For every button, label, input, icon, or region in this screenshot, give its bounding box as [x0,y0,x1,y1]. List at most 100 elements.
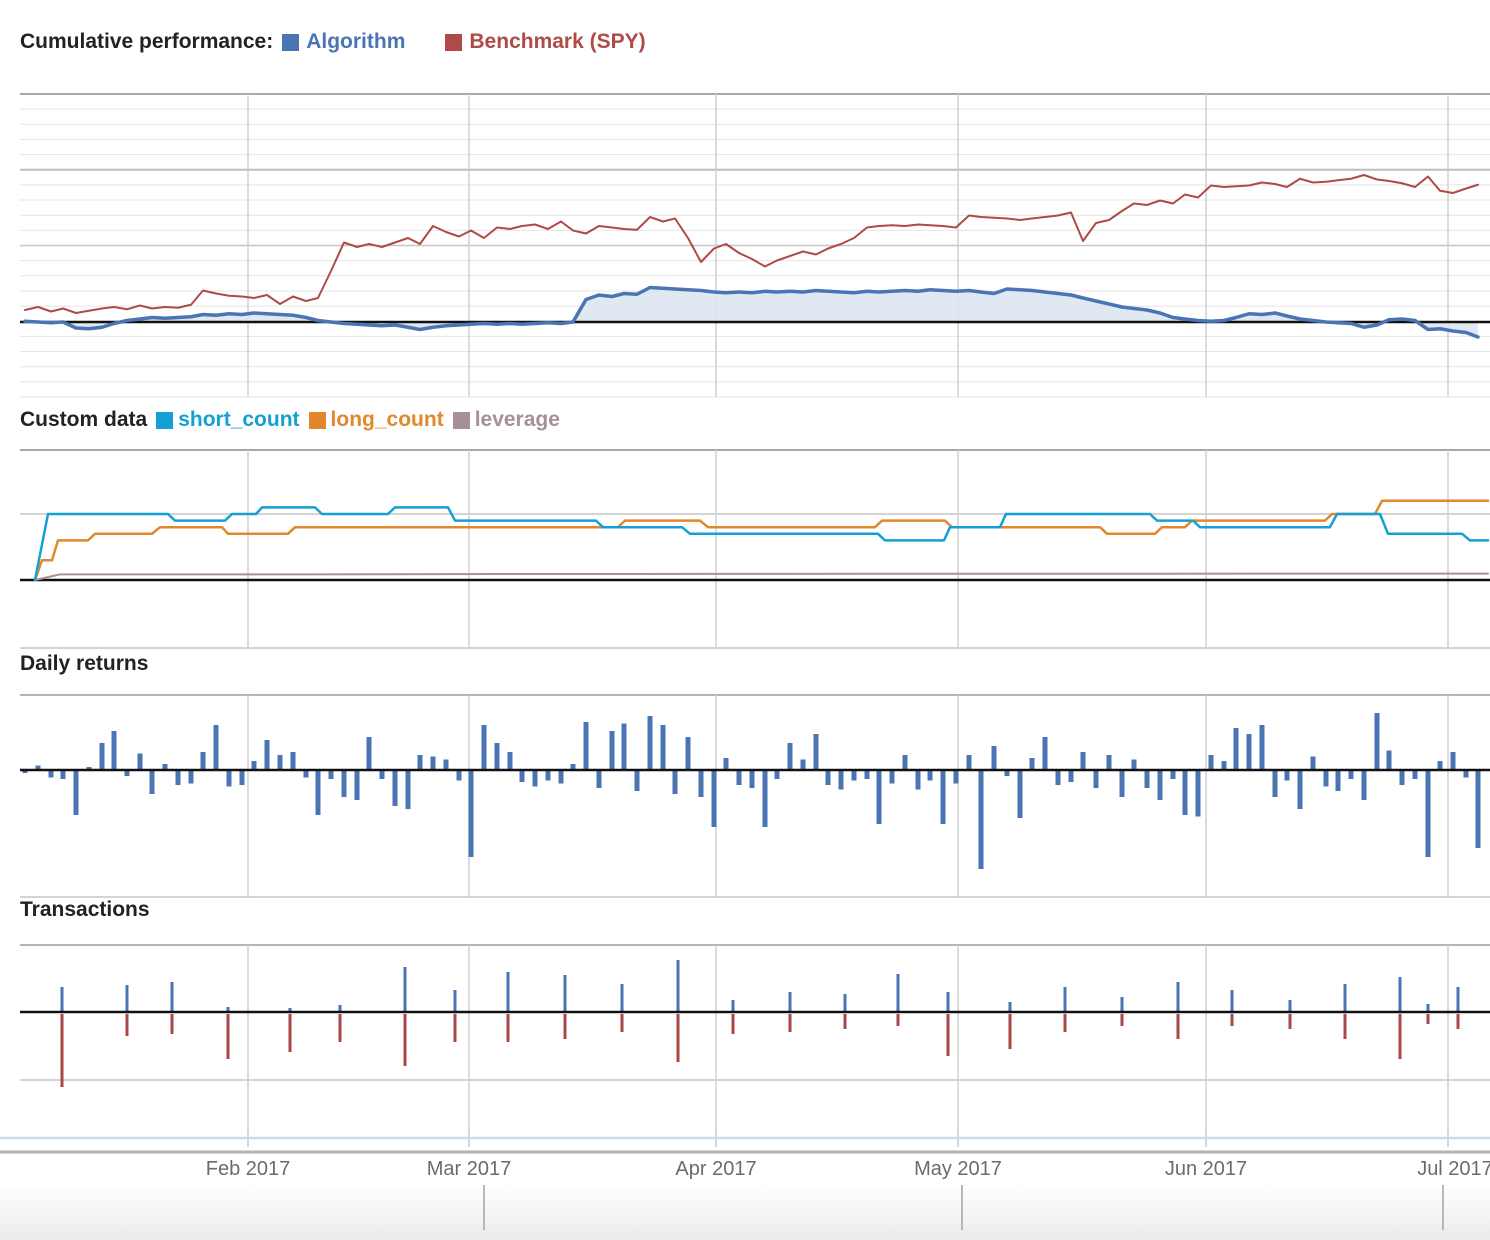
daily-return-bar [711,770,717,827]
buy-transaction-bar [288,1008,292,1012]
sell-transaction-bar [1008,1014,1012,1049]
sell-transaction-bar [506,1014,510,1042]
buy-transaction-bar [1120,997,1124,1012]
buy-transaction-bar [1008,1002,1012,1012]
daily-return-bar [1004,770,1010,776]
daily-return-bar [1042,737,1048,770]
daily-return-bar [405,770,411,809]
x-axis-label: Jun 2017 [1164,1158,1248,1180]
algorithm-legend-label: Algorithm [306,30,406,53]
daily-return-bar [583,722,589,770]
daily-return-bar [685,737,691,770]
daily-return-bar [35,765,41,770]
daily-return-bar [762,770,768,827]
sell-transaction-bar [946,1014,950,1056]
daily-return-bar [22,770,28,773]
navigator-track [0,1183,1490,1240]
sell-transaction-bar [1343,1014,1347,1039]
buy-transaction-bar [1230,990,1234,1012]
daily-return-bar [1361,770,1367,800]
daily-return-bar [864,770,870,779]
daily-return-bar [1246,734,1252,770]
daily-return-bar [1412,770,1418,779]
daily-return-bar [175,770,181,785]
daily-return-bar [1055,770,1061,785]
daily-return-bar [86,767,92,770]
daily-returns-header: Daily returns [20,652,148,676]
daily-return-bar [379,770,385,779]
daily-return-bar [1310,756,1316,770]
sell-transaction-bar [1176,1014,1180,1039]
sell-transaction-bar [403,1014,407,1066]
daily-return-bar [239,770,245,785]
daily-return-bar [1425,770,1431,857]
daily-return-bar [609,731,615,770]
daily-return-bar [392,770,398,806]
cumulative-performance-header: Cumulative performance: Algorithm Benchm… [20,30,646,54]
daily-return-bar [251,761,257,770]
x-axis-label: Feb 2017 [205,1158,291,1180]
buy-transaction-bar [843,994,847,1012]
legend-item-algorithm: Algorithm [282,30,405,54]
sell-transaction-bar [676,1014,680,1062]
sell-transaction-bar [60,1014,64,1087]
daily-return-bar [1437,761,1443,770]
buy-transaction-bar [1343,984,1347,1012]
benchmark-line [24,174,1479,314]
daily-return-bar [1106,755,1112,770]
daily-return-bar [443,759,449,770]
algorithm-area-fill [25,287,1478,337]
daily-return-bar [354,770,360,800]
daily-return-bar [1080,752,1086,770]
daily-return-bar [966,755,972,770]
buy-transaction-bar [563,975,567,1012]
buy-transaction-bar [453,990,457,1012]
short-count-swatch-icon [156,411,174,429]
sell-transaction-bar [226,1014,230,1059]
daily-return-bar [1259,725,1265,770]
daily-return-bar [1068,770,1074,782]
sell-transaction-bar [1456,1014,1460,1029]
buy-transaction-bar [788,992,792,1012]
sell-transaction-bar [731,1014,735,1034]
daily-return-bar [749,770,755,788]
daily-return-bar [290,752,296,770]
daily-return-bar [1208,755,1214,770]
daily-return-bar [545,770,551,781]
sell-transaction-bar [843,1014,847,1029]
daily-return-bar [915,770,921,790]
sell-transaction-bar [1230,1014,1234,1026]
sell-transaction-bar [288,1014,292,1052]
custom-data-title: Custom data [20,408,148,431]
daily-return-bar [851,770,857,781]
daily-return-bar [1233,728,1239,770]
daily-return-bar [468,770,474,857]
x-axis-label: Mar 2017 [426,1158,512,1180]
buy-transaction-bar [338,1005,342,1012]
daily-return-bar [264,740,270,770]
sell-transaction-bar [896,1014,900,1026]
daily-return-bar [149,770,155,794]
daily-return-bar [137,753,143,770]
daily-return-bar [519,770,525,782]
buy-transaction-bar [1426,1004,1430,1012]
long-count-swatch-icon [308,411,326,429]
sell-transaction-bar [1063,1014,1067,1032]
buy-transaction-bar [226,1007,230,1012]
buy-transaction-bar [946,992,950,1012]
daily-return-bar [1348,770,1354,779]
daily-return-bar [417,755,423,770]
daily-return-bar [507,752,513,770]
daily-return-bar [570,764,576,770]
daily-return-bar [328,770,334,779]
daily-return-bar [634,770,640,791]
transactions-header: Transactions [20,898,150,922]
daily-return-bar [200,752,206,770]
sell-transaction-bar [170,1014,174,1034]
daily-return-bar [953,770,959,784]
daily-return-bar [940,770,946,824]
x-axis-label: May 2017 [914,1158,1002,1180]
daily-return-bar [1463,770,1469,778]
daily-return-bar [1170,770,1176,779]
